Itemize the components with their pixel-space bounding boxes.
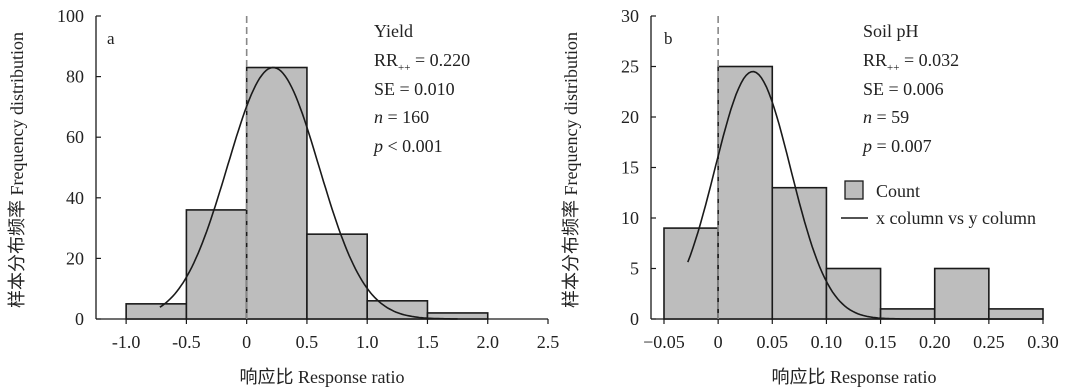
- histogram-bar: [366, 300, 429, 320]
- panel-b-stat-se: SE = 0.006: [863, 79, 944, 99]
- panel-b-legend: Count x column vs y column: [841, 180, 1036, 228]
- panel-a-bars: [125, 66, 489, 320]
- panel-a-stat-n: n = 160: [374, 107, 429, 127]
- x-tick-label: 0.20: [919, 332, 951, 352]
- panel-b-n-value: = 59: [872, 107, 909, 127]
- x-tick-label: 0.05: [757, 332, 789, 352]
- panel-b-p-value: = 0.007: [872, 136, 932, 156]
- panel-a-x-axis-title: 响应比 Response ratio: [240, 367, 405, 387]
- x-tick-label: 0: [242, 332, 251, 352]
- y-tick-label: 20: [66, 248, 84, 268]
- panel-b: −0.05 0 0.05 0.10 0.15 0.20 0.25 0.300510152025…: [561, 6, 1059, 387]
- x-tick-label: 0.10: [811, 332, 843, 352]
- panel-a-stat-p: p < 0.001: [372, 136, 443, 156]
- panel-b-bars: [663, 65, 1044, 320]
- panel-b-stat-title: Soil pH: [863, 21, 919, 41]
- histogram-bar: [306, 233, 368, 320]
- y-tick-label: 20: [621, 107, 639, 127]
- x-tick-label: 2.5: [537, 332, 560, 352]
- panel-b-label: b: [664, 29, 673, 48]
- x-tick-label: 2.0: [476, 332, 499, 352]
- panel-a-fit-curve-group: [159, 66, 458, 320]
- x-tick-label: 0.5: [296, 332, 319, 352]
- panel-a-rr-label: RR: [374, 50, 398, 70]
- histogram-bar: [125, 303, 188, 320]
- fit-curve: [687, 70, 1043, 320]
- histogram-bar: [879, 308, 936, 320]
- panel-a: -1.0 -0.5 0 0.5 1.0 1.5 2.0 2.5 0 20 40 60 80 100 a Y…: [7, 6, 559, 387]
- panel-a-rr-subscript: ++: [398, 62, 410, 74]
- fit-curve: [159, 66, 458, 320]
- panel-b-n-label: n: [863, 107, 872, 127]
- histogram-bar: [771, 186, 828, 320]
- panel-b-ticks: −0.05 0 0.05 0.10 0.15 0.20 0.25 0.300510152025…: [621, 6, 1059, 352]
- x-tick-label: 0.30: [1027, 332, 1059, 352]
- y-tick-label: 0: [75, 309, 84, 329]
- x-tick-label: 0: [714, 332, 723, 352]
- histogram-bar: [825, 267, 882, 320]
- panel-a-label: a: [107, 29, 115, 48]
- legend-count-label: Count: [876, 181, 920, 201]
- panel-a-y-axis-title: 样本分布频率 Frequency distribution: [7, 32, 27, 308]
- panel-a-stat-se: SE = 0.010: [374, 79, 455, 99]
- panel-b-stat-p: p = 0.007: [861, 136, 932, 156]
- histogram-bar: [933, 267, 990, 320]
- x-tick-label: 0.15: [865, 332, 897, 352]
- panel-b-fit-curve-group: [687, 70, 1043, 320]
- panel-a-n-value: = 160: [383, 107, 429, 127]
- y-tick-label: 15: [621, 158, 639, 178]
- x-tick-label: -0.5: [172, 332, 201, 352]
- legend-count-swatch: [844, 180, 864, 200]
- y-tick-label: 25: [621, 57, 639, 77]
- y-tick-label: 0: [630, 309, 639, 329]
- panel-b-stat-rr: RR++ = 0.032: [863, 50, 959, 74]
- panel-b-p-label: p: [861, 136, 872, 156]
- panel-a-n-label: n: [374, 107, 383, 127]
- panel-a-stat-title: Yield: [374, 21, 413, 41]
- panel-a-p-label: p: [372, 136, 383, 156]
- panel-b-rr-value: = 0.032: [899, 50, 959, 70]
- panel-a-stats: Yield RR++ = 0.220 SE = 0.010 n = 160 p …: [372, 21, 470, 156]
- panel-b-stats: Soil pH RR++ = 0.032 SE = 0.006 n = 59 p…: [861, 21, 959, 156]
- x-tick-label: 1.0: [356, 332, 379, 352]
- y-tick-label: 60: [66, 127, 84, 147]
- y-tick-label: 30: [621, 6, 639, 26]
- y-tick-label: 100: [57, 6, 84, 26]
- x-tick-label: -1.0: [112, 332, 141, 352]
- panel-a-stat-rr: RR++ = 0.220: [374, 50, 470, 74]
- panel-b-rr-subscript: ++: [887, 62, 899, 74]
- panel-b-stat-n: n = 59: [863, 107, 909, 127]
- y-tick-label: 5: [630, 259, 639, 279]
- legend-curve-label: x column vs y column: [876, 208, 1036, 228]
- panel-b-rr-label: RR: [863, 50, 887, 70]
- panel-a-ticks: -1.0 -0.5 0 0.5 1.0 1.5 2.0 2.5 0 20 40 60 80 100: [57, 6, 559, 352]
- histogram-bar: [717, 65, 774, 320]
- histogram-bar: [245, 66, 308, 320]
- panel-b-x-axis-title: 响应比 Response ratio: [772, 367, 937, 387]
- panel-a-p-value: < 0.001: [383, 136, 443, 156]
- histogram-bar: [663, 227, 719, 320]
- panel-b-y-axis-title: 样本分布频率 Frequency distribution: [561, 32, 581, 308]
- histogram-bar: [988, 308, 1044, 320]
- panel-a-rr-value: = 0.220: [410, 50, 470, 70]
- y-tick-label: 40: [66, 188, 84, 208]
- y-tick-label: 80: [66, 67, 84, 87]
- x-tick-label: 1.5: [416, 332, 439, 352]
- x-tick-label: 0.25: [973, 332, 1005, 352]
- y-tick-label: 10: [621, 208, 639, 228]
- histogram-bar: [185, 209, 248, 320]
- x-tick-label: −0.05: [643, 332, 685, 352]
